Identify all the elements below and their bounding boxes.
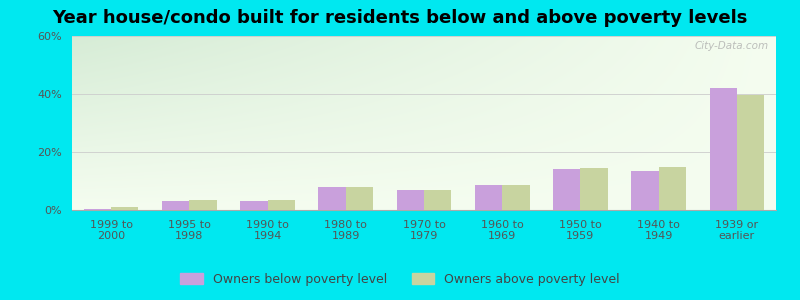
Bar bbox=[475, 185, 502, 210]
Bar bbox=[84, 208, 111, 210]
Text: Year house/condo built for residents below and above poverty levels: Year house/condo built for residents bel… bbox=[52, 9, 748, 27]
Bar bbox=[397, 190, 424, 210]
Bar bbox=[631, 171, 658, 210]
Bar bbox=[737, 95, 764, 210]
Bar bbox=[346, 187, 373, 210]
Bar bbox=[318, 187, 346, 210]
Bar bbox=[190, 200, 217, 210]
Bar bbox=[424, 190, 451, 210]
Bar bbox=[581, 168, 608, 210]
Bar bbox=[267, 200, 295, 210]
Bar bbox=[240, 201, 267, 210]
Bar bbox=[502, 185, 530, 210]
Bar bbox=[553, 169, 581, 210]
Bar bbox=[658, 167, 686, 210]
Bar bbox=[162, 201, 190, 210]
Legend: Owners below poverty level, Owners above poverty level: Owners below poverty level, Owners above… bbox=[175, 268, 625, 291]
Bar bbox=[710, 88, 737, 210]
Text: City-Data.com: City-Data.com bbox=[695, 41, 769, 51]
Bar bbox=[111, 207, 138, 210]
